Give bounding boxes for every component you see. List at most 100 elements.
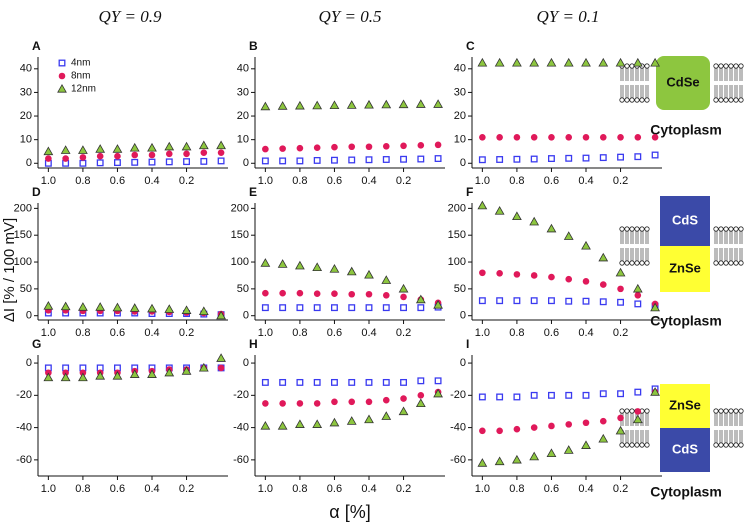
x-tick-label: 0.6 [327, 175, 342, 187]
marker-4nm [565, 391, 573, 399]
panel-label: D [32, 185, 41, 199]
lipid-tail [645, 413, 649, 426]
x-tick-label: 0.6 [110, 175, 125, 187]
marker-8nm [296, 400, 304, 407]
marker-4nm [400, 378, 407, 386]
lipid-head [713, 97, 719, 103]
marker-4nm [478, 297, 486, 305]
marker-8nm [114, 152, 121, 160]
lipid-tail [640, 430, 644, 443]
marker-4nm [599, 154, 607, 162]
lipid-head [713, 260, 719, 266]
y-tick-label: 200 [231, 202, 249, 214]
x-tick-label: 1.0 [41, 483, 56, 495]
marker-12nm [112, 302, 123, 312]
marker-12nm [129, 303, 140, 312]
lipid-tail [630, 85, 634, 98]
marker-4nm [331, 378, 338, 386]
lipid-head [728, 260, 734, 266]
marker-8nm [634, 408, 642, 415]
lipid-tail [719, 430, 723, 443]
marker-8nm [548, 273, 555, 281]
marker-4nm [296, 304, 304, 312]
lipid-tail [724, 231, 728, 244]
marker-12nm [381, 275, 392, 284]
lipid-head [629, 260, 635, 266]
y-tick-label: 150 [448, 229, 466, 241]
marker-12nm [129, 369, 140, 378]
lipid-tail [729, 413, 733, 426]
y-tick-label: 100 [448, 256, 466, 268]
marker-8nm [651, 133, 659, 141]
y-tick-label: -40 [450, 422, 466, 434]
diagram-caption: Cytoplasm [650, 484, 722, 500]
lipid-head [728, 408, 734, 414]
legend-label: 12nm [71, 84, 96, 95]
x-tick-label: 0.2 [613, 327, 628, 339]
x-tick-label: 0.6 [110, 483, 125, 495]
marker-12nm [381, 411, 392, 420]
lipid-tail [739, 85, 743, 98]
marker-8nm [565, 275, 573, 283]
marker-12nm [381, 99, 392, 109]
marker-8nm [548, 422, 555, 430]
marker-8nm [634, 292, 642, 299]
y-tick-label: 150 [14, 229, 32, 241]
marker-4nm [296, 157, 304, 165]
marker-12nm [295, 100, 305, 110]
lipid-tail [714, 231, 718, 244]
x-tick-label: 0.8 [292, 483, 307, 495]
x-tick-label: 0.4 [578, 327, 593, 339]
lipid-tail [719, 68, 723, 81]
marker-8nm [331, 290, 338, 298]
lipid-head [733, 63, 739, 69]
lipid-head [634, 442, 640, 448]
lipid-head [624, 226, 630, 232]
marker-8nm [365, 398, 373, 406]
marker-12nm [78, 145, 88, 154]
crystal-label: CdSe [666, 74, 699, 89]
lipid-head [728, 442, 734, 448]
x-tick-label: 0.6 [544, 327, 559, 339]
y-tick-label: 50 [237, 283, 249, 295]
lipid-tail [719, 248, 723, 261]
panel-label: A [32, 39, 41, 53]
marker-8nm [183, 150, 190, 158]
marker-8nm [382, 396, 390, 404]
marker-4nm [348, 378, 356, 386]
marker-8nm [479, 427, 486, 435]
marker-8nm [496, 427, 503, 435]
marker-12nm [415, 294, 426, 304]
marker-8nm [217, 149, 225, 156]
marker-4nm [496, 393, 504, 401]
marker-4nm [434, 377, 442, 385]
y-tick-label: 150 [231, 229, 249, 241]
x-tick-label: 1.0 [475, 327, 490, 339]
marker-4nm [96, 159, 104, 167]
x-tick-label: 0.2 [613, 175, 628, 187]
x-tick-label: 0.4 [361, 175, 376, 187]
lipid-tail [739, 248, 743, 261]
marker-8nm [400, 395, 407, 402]
marker-8nm [496, 133, 503, 141]
marker-8nm [479, 133, 486, 141]
marker-8nm [348, 290, 356, 298]
marker-8nm [417, 142, 425, 149]
marker-12nm [364, 99, 374, 109]
marker-4nm [513, 393, 521, 401]
lipid-tail [620, 248, 624, 261]
marker-12nm [364, 414, 374, 424]
lipid-head [738, 63, 744, 69]
marker-4nm [400, 304, 407, 312]
marker-8nm [365, 143, 373, 151]
column-title: QY = 0.5 [319, 7, 382, 26]
y-tick-label: -20 [450, 389, 466, 401]
diagram-caption: Cytoplasm [650, 313, 722, 329]
lipid-tail [625, 430, 629, 443]
marker-4nm [79, 159, 87, 167]
lipid-tail [645, 85, 649, 98]
marker-12nm [60, 301, 71, 311]
marker-12nm [277, 259, 288, 268]
marker-8nm [165, 150, 173, 158]
